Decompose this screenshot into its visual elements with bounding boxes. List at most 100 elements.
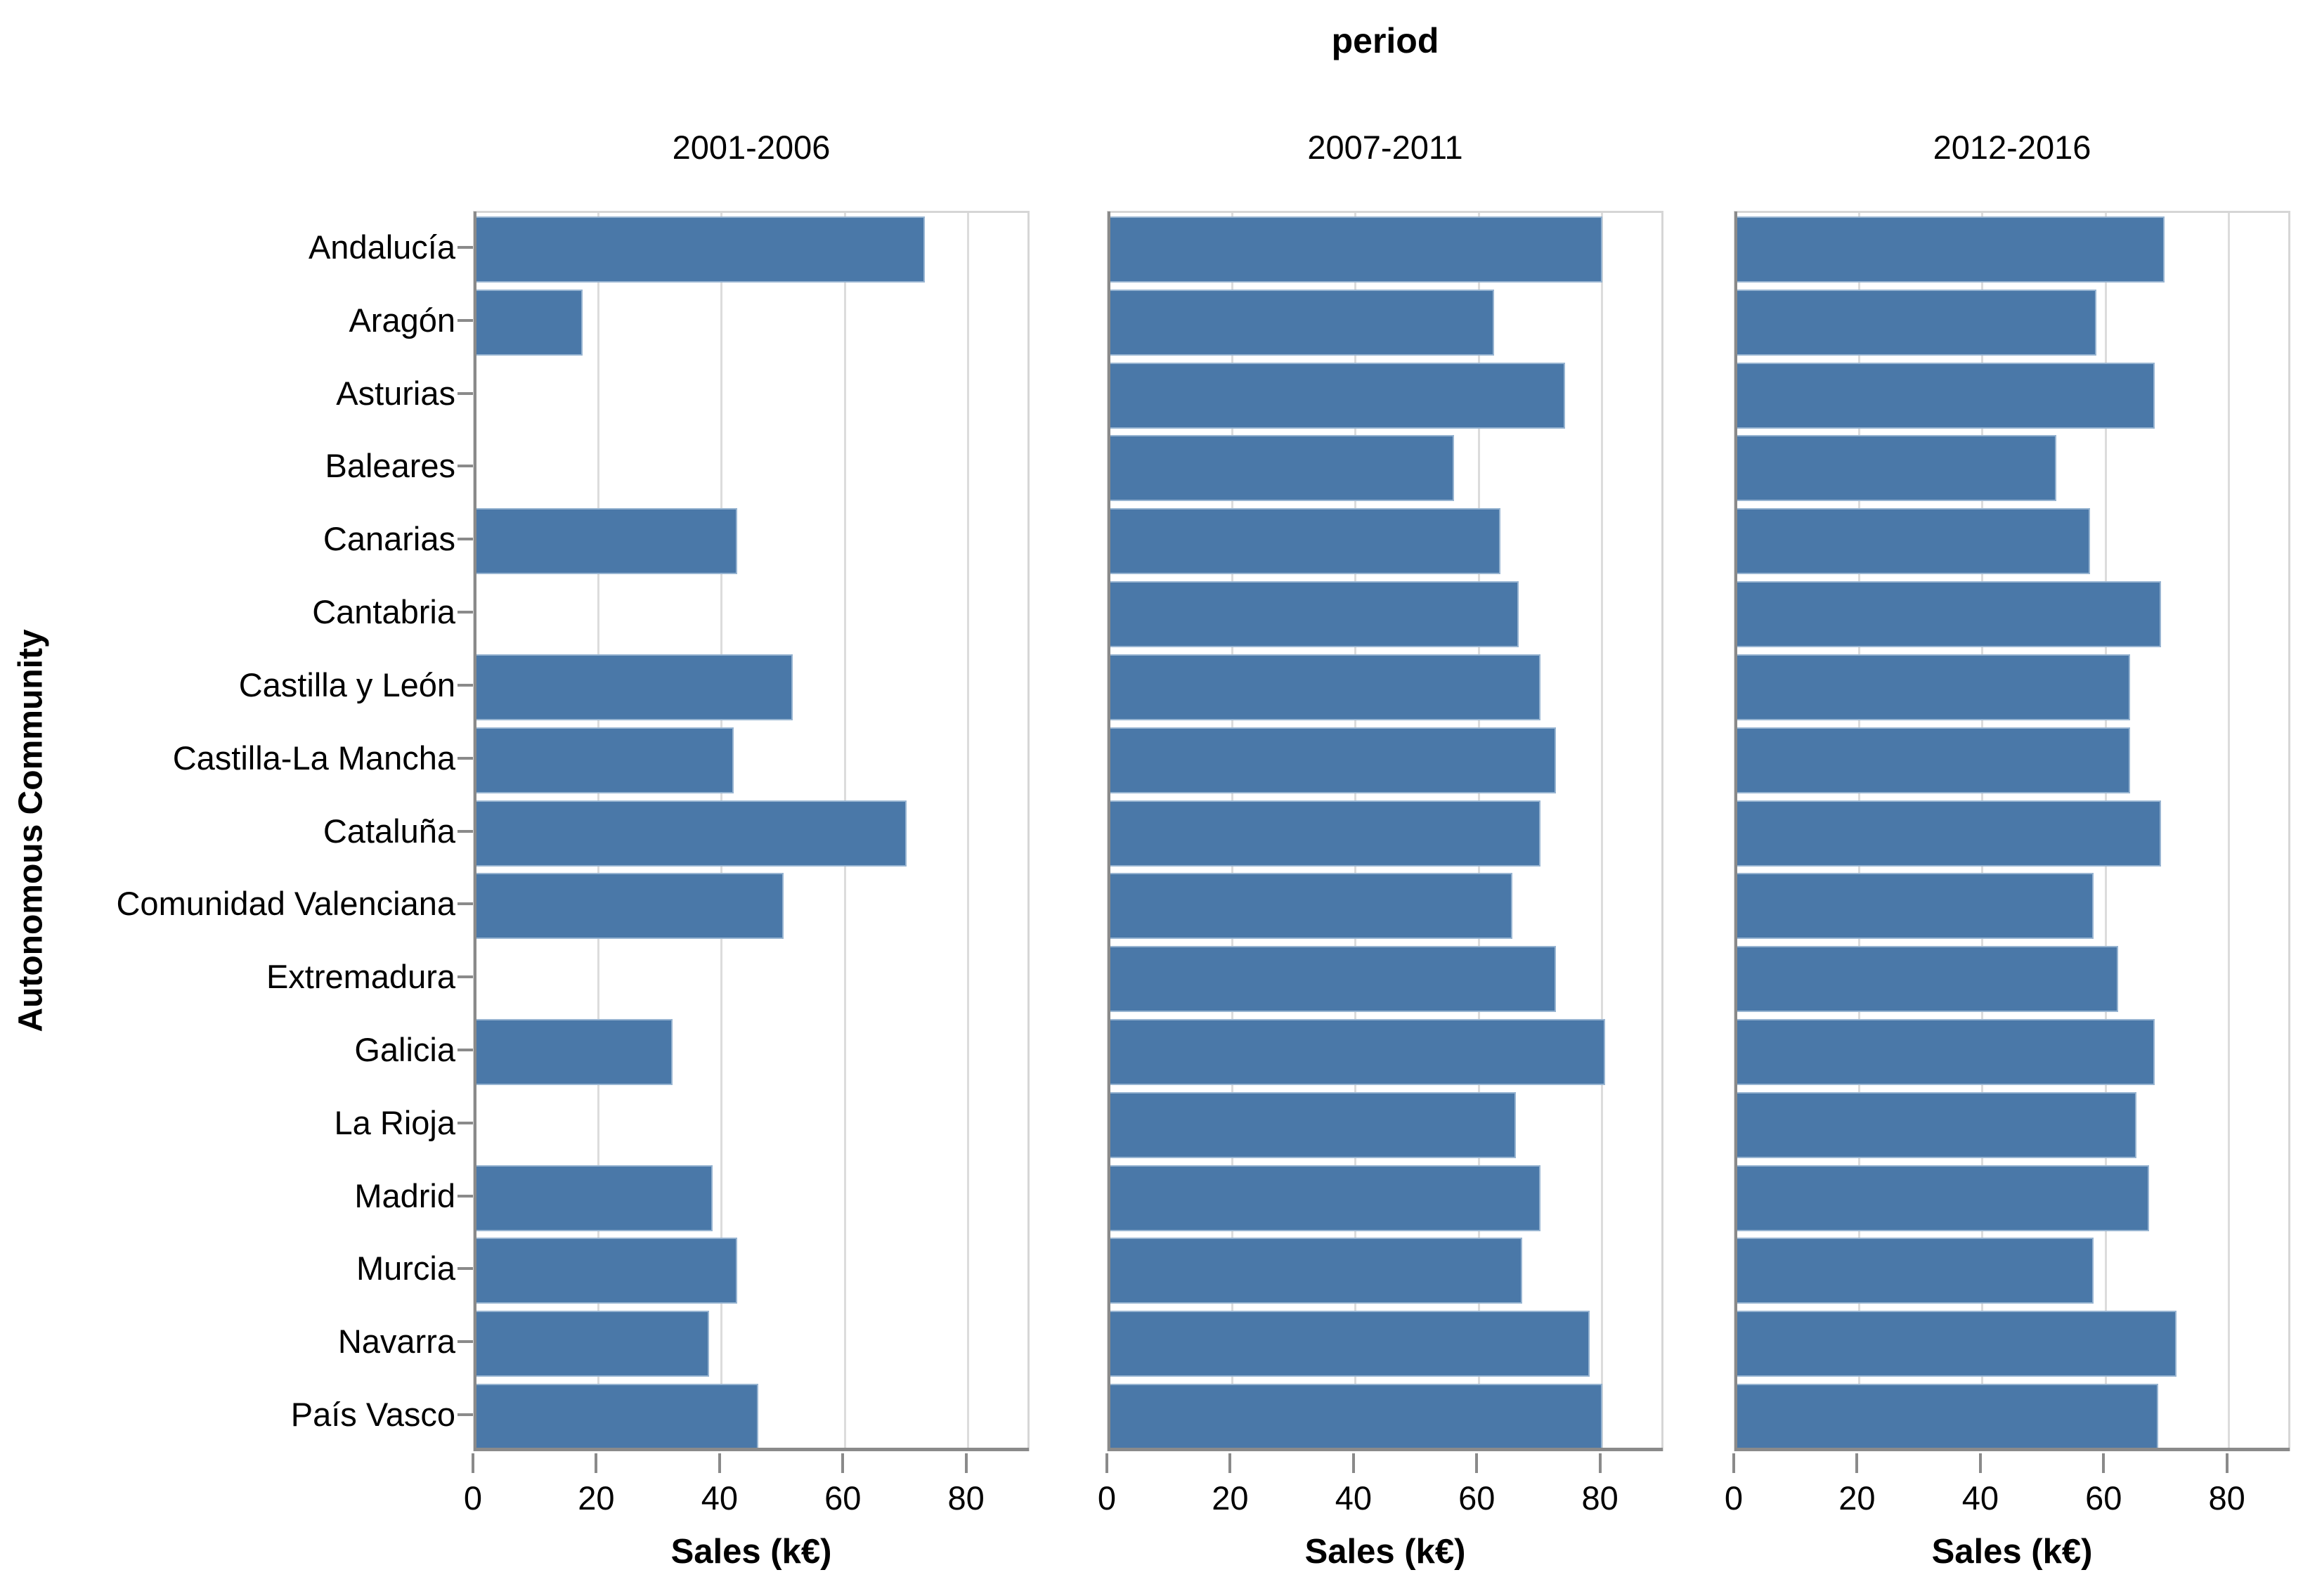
y-axis-label: Galicia	[354, 1030, 455, 1068]
bar	[475, 1311, 710, 1377]
y-tick-mark	[458, 1413, 473, 1417]
bar	[1736, 1091, 2137, 1158]
x-tick-label: 20	[578, 1479, 615, 1517]
bar	[1736, 946, 2118, 1013]
y-tick-mark	[458, 465, 473, 468]
bar	[1736, 289, 2097, 356]
gridline	[2228, 213, 2231, 1449]
bar	[1109, 1238, 1522, 1304]
bar	[1109, 362, 1566, 429]
y-tick-mark	[458, 245, 473, 249]
x-tick-label: 0	[463, 1479, 483, 1517]
x-axis-spine	[1108, 1448, 1663, 1451]
bar	[1736, 1311, 2177, 1377]
y-axis-label: Castilla-La Mancha	[172, 739, 455, 777]
plot-area	[1734, 211, 2290, 1451]
bar	[1109, 1384, 1602, 1451]
bar	[1109, 1164, 1540, 1231]
chart-title: period	[1331, 21, 1439, 60]
gridline	[1601, 213, 1604, 1449]
y-tick-mark	[458, 1121, 473, 1124]
y-tick-mark	[458, 1340, 473, 1344]
y-axis-label: Canarias	[323, 520, 455, 558]
bar	[475, 1384, 759, 1451]
y-axis-label: Cataluña	[323, 812, 455, 850]
x-tick-label: 20	[1838, 1479, 1876, 1517]
bar	[1736, 1384, 2158, 1451]
x-tick-mark	[2102, 1453, 2106, 1473]
x-tick-label: 60	[2085, 1479, 2122, 1517]
x-tick-mark	[595, 1453, 598, 1473]
x-tick-mark	[1598, 1453, 1602, 1473]
x-tick-label: 60	[824, 1479, 862, 1517]
bar	[475, 1238, 737, 1304]
bar	[1109, 1018, 1606, 1085]
y-tick-mark	[458, 318, 473, 322]
y-axis-label: Comunidad Valenciana	[116, 885, 455, 923]
bar	[1109, 946, 1556, 1013]
x-tick-mark	[1732, 1453, 1735, 1473]
x-tick-mark	[1475, 1453, 1479, 1473]
y-axis-label: Madrid	[354, 1176, 455, 1214]
y-axis-label: Murcia	[356, 1250, 455, 1287]
plot-area	[1107, 211, 1663, 1451]
y-tick-mark	[458, 1194, 473, 1198]
y-tick-mark	[458, 1048, 473, 1051]
x-tick-mark	[2225, 1453, 2229, 1473]
y-axis-label: Asturias	[336, 374, 455, 412]
x-tick-label: 40	[701, 1479, 738, 1517]
bar	[475, 727, 734, 793]
bar	[1736, 654, 2131, 720]
bar	[475, 800, 907, 867]
bar	[475, 873, 784, 940]
x-axis-title: Sales (k€)	[670, 1533, 832, 1571]
bar	[1736, 873, 2094, 940]
x-tick-label: 0	[1724, 1479, 1744, 1517]
bar	[1736, 1018, 2155, 1085]
bar	[1109, 289, 1495, 356]
y-axis-spine	[1108, 212, 1110, 1451]
bar	[1109, 216, 1602, 283]
bar	[475, 216, 926, 283]
x-tick-mark	[841, 1453, 845, 1473]
x-tick-label: 0	[1097, 1479, 1117, 1517]
x-axis-title: Sales (k€)	[1304, 1533, 1466, 1571]
x-tick-label: 80	[1581, 1479, 1618, 1517]
bar	[1109, 581, 1519, 648]
y-tick-mark	[458, 902, 473, 906]
x-tick-mark	[964, 1453, 968, 1473]
y-axis-label: Extremadura	[266, 958, 455, 996]
y-axis-label: Cantabria	[312, 593, 455, 631]
bar	[1736, 362, 2155, 429]
gridline	[967, 213, 970, 1449]
bar	[1736, 508, 2091, 575]
x-axis-spine	[474, 1448, 1029, 1451]
x-tick-mark	[1351, 1453, 1355, 1473]
x-tick-label: 40	[1961, 1479, 1999, 1517]
bar	[1736, 581, 2162, 648]
x-tick-mark	[1105, 1453, 1108, 1473]
facet-title: 2007-2011	[1307, 129, 1463, 166]
bar	[1736, 216, 2165, 283]
bar	[475, 508, 737, 575]
x-tick-label: 20	[1212, 1479, 1249, 1517]
x-tick-mark	[1855, 1453, 1859, 1473]
x-tick-label: 60	[1458, 1479, 1496, 1517]
x-tick-label: 80	[947, 1479, 985, 1517]
bar	[475, 1018, 673, 1085]
x-axis-title: Sales (k€)	[1931, 1533, 2093, 1571]
x-tick-mark	[1228, 1453, 1232, 1473]
bar	[1109, 873, 1513, 940]
x-tick-label: 80	[2208, 1479, 2245, 1517]
bar	[475, 654, 793, 720]
bar	[1109, 1311, 1590, 1377]
facet-title: 2012-2016	[1933, 129, 2091, 166]
plot-area	[473, 211, 1030, 1451]
bar	[1736, 1238, 2094, 1304]
bar	[1109, 800, 1540, 867]
x-tick-mark	[472, 1453, 474, 1473]
x-tick-mark	[1978, 1453, 1982, 1473]
y-tick-mark	[458, 756, 473, 760]
y-axis-spine	[1734, 212, 1737, 1451]
bar	[1736, 1164, 2149, 1231]
